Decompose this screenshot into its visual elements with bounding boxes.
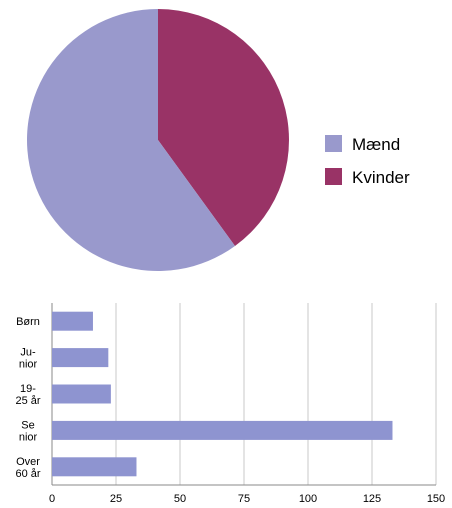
x-tick-label-50: 50	[174, 493, 186, 505]
x-tick-label-0: 0	[49, 493, 55, 505]
bar-category-labels: Børn Ju-nior 19-25 år Se nior Over 60 år	[15, 316, 40, 480]
y-category-label-se-nior: Se nior	[19, 419, 38, 443]
bar-born	[52, 311, 93, 331]
y-category-label-over-60-ar: Over 60 år	[15, 456, 40, 480]
x-tick-label-150: 150	[427, 493, 445, 505]
x-tick-label-25: 25	[110, 493, 122, 505]
y-category-label-ju-nior: Ju-nior	[19, 347, 38, 371]
legend-swatch-kvinder	[325, 168, 342, 185]
legend-label-maend: Mænd	[352, 135, 400, 154]
x-tick-label-125: 125	[363, 493, 381, 505]
x-tick-label-75: 75	[238, 493, 250, 505]
pie-slice-kvinder	[158, 9, 289, 246]
pie-slice-maend	[26, 9, 235, 271]
pie-legend: Mænd Kvinder	[325, 135, 410, 187]
bar-ju-nior	[52, 348, 109, 368]
bar-chart: Børn Ju-nior 19-25 år Se nior Over 60 år 0 25 50…	[15, 303, 445, 505]
bar-over-60-ar	[52, 457, 137, 477]
x-tick-label-100: 100	[299, 493, 317, 505]
legend-swatch-maend	[325, 135, 342, 152]
legend-label-kvinder: Kvinder	[352, 168, 410, 187]
bar-tick-labels: 0 25 50 75 100 125 150	[49, 493, 445, 505]
y-category-label-19-25-ar: 19-25 år	[15, 383, 40, 407]
bar-se-nior	[52, 420, 393, 440]
pie-chart	[26, 9, 289, 271]
bar-19-25-ar	[52, 384, 111, 404]
bar-bars	[52, 311, 393, 477]
y-category-label-born: Børn	[16, 316, 40, 328]
